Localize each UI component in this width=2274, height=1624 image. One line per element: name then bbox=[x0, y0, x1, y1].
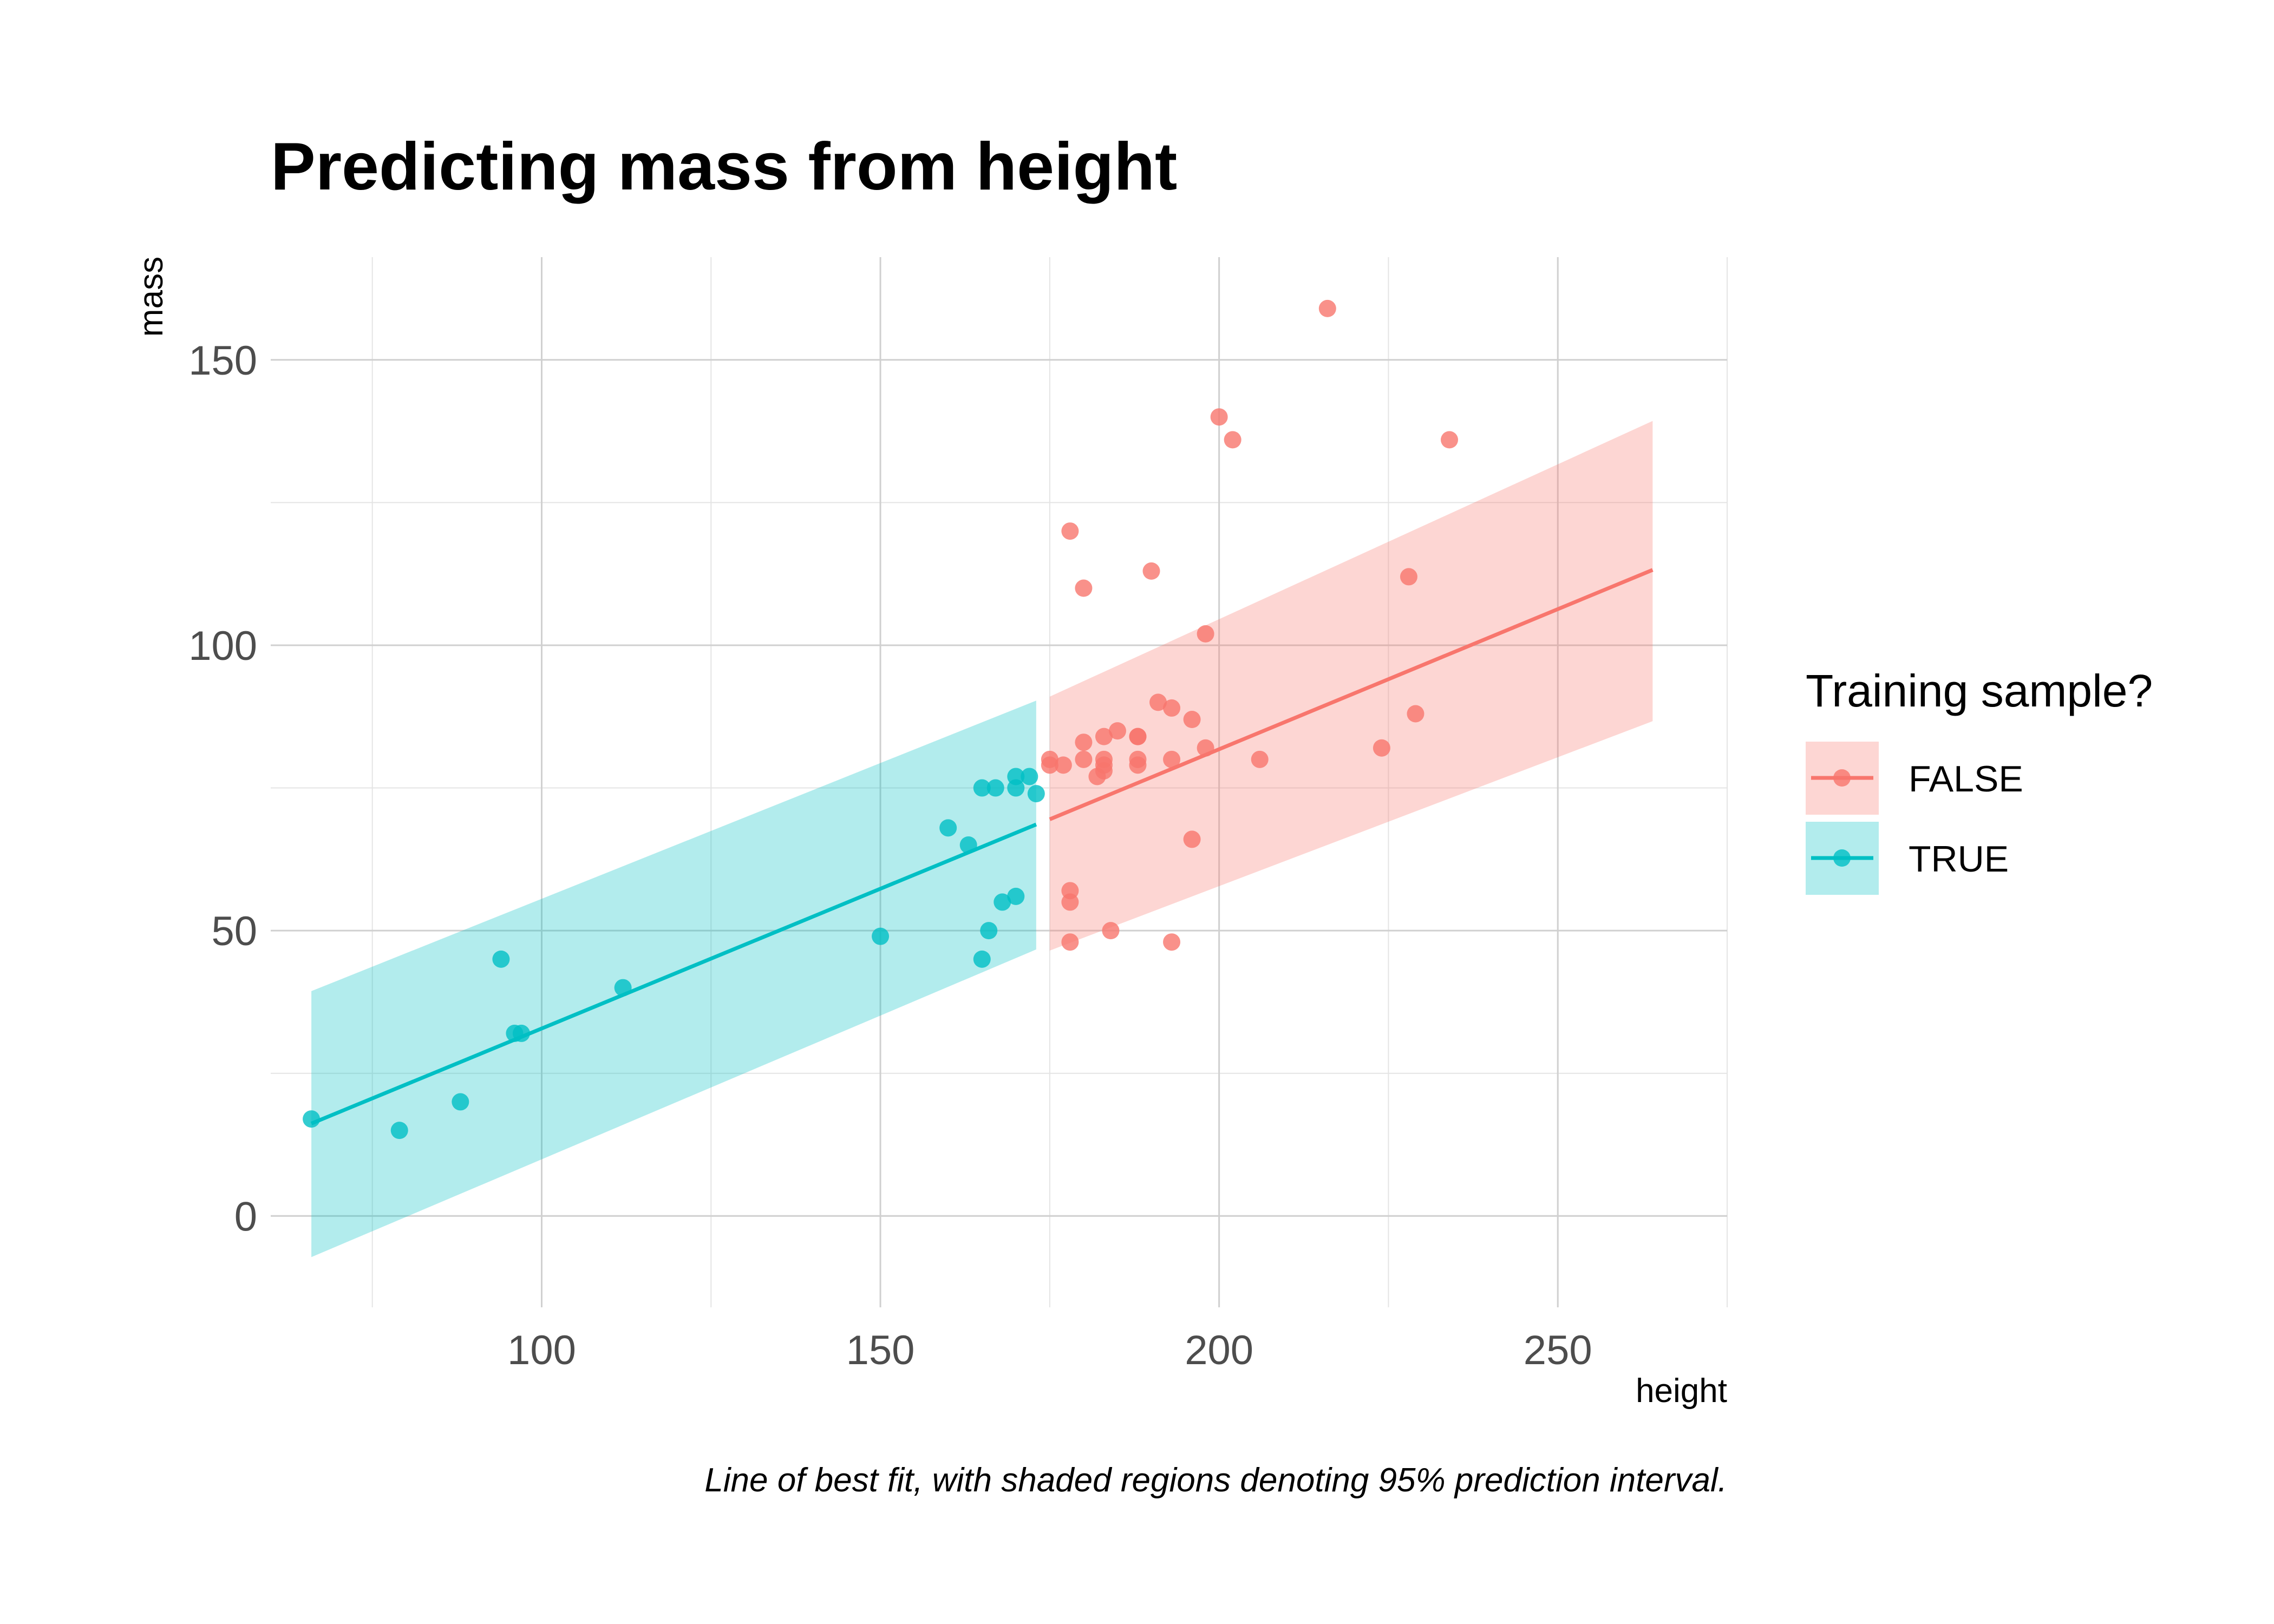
prediction-intervals bbox=[311, 421, 1653, 1258]
data-point-false bbox=[1183, 830, 1201, 848]
legend-key-point-true bbox=[1833, 849, 1851, 867]
data-point-false bbox=[1075, 750, 1093, 768]
data-point-false bbox=[1197, 625, 1214, 643]
data-point-true bbox=[980, 922, 998, 940]
data-point-false bbox=[1129, 728, 1147, 745]
chart-title: Predicting mass from height bbox=[271, 129, 1177, 204]
data-point-false bbox=[1163, 699, 1181, 717]
data-point-false bbox=[1061, 522, 1079, 540]
y-tick-label: 50 bbox=[211, 908, 257, 954]
data-point-true bbox=[492, 950, 510, 968]
data-point-false bbox=[1102, 922, 1120, 940]
x-axis-ticks: 100 150 200 250 bbox=[507, 1327, 1592, 1373]
data-point-false bbox=[1224, 431, 1241, 449]
y-tick-label: 100 bbox=[188, 623, 257, 669]
data-point-true bbox=[1027, 785, 1045, 803]
y-tick-label: 0 bbox=[234, 1194, 257, 1240]
data-point-false bbox=[1054, 756, 1072, 774]
data-point-false bbox=[1075, 579, 1093, 597]
data-point-true bbox=[994, 893, 1011, 911]
x-axis-label: height bbox=[1636, 1372, 1727, 1410]
y-tick-label: 150 bbox=[188, 338, 257, 384]
data-point-false bbox=[1210, 408, 1228, 426]
data-point-false bbox=[1197, 739, 1214, 757]
data-point-true bbox=[1021, 768, 1038, 785]
data-point-true bbox=[1007, 887, 1025, 905]
chart-caption: Line of best fit, with shaded regions de… bbox=[704, 1462, 1727, 1499]
data-point-false bbox=[1061, 933, 1079, 951]
prediction-interval-false bbox=[1049, 421, 1653, 951]
legend-key-point-false bbox=[1833, 769, 1851, 787]
y-axis-ticks: 0 50 100 150 bbox=[188, 338, 257, 1240]
data-point-true bbox=[973, 779, 991, 797]
data-point-false bbox=[1108, 722, 1126, 740]
data-point-true bbox=[512, 1024, 530, 1042]
data-point-true bbox=[1007, 779, 1025, 797]
legend: Training sample? FALSE TRUE bbox=[1806, 665, 2153, 895]
grid bbox=[271, 257, 1728, 1307]
x-tick-label: 150 bbox=[846, 1327, 915, 1373]
fit-line-false bbox=[1049, 568, 1654, 821]
data-point-true bbox=[986, 779, 1004, 797]
fit-lines bbox=[310, 568, 1654, 1125]
data-point-false bbox=[1373, 739, 1390, 757]
data-point-false bbox=[1041, 756, 1058, 774]
data-point-true bbox=[973, 950, 991, 968]
data-point-false bbox=[1163, 933, 1181, 951]
data-point-false bbox=[1407, 705, 1424, 723]
data-point-false bbox=[1129, 756, 1147, 774]
data-point-false bbox=[1149, 693, 1167, 711]
data-point-false bbox=[1075, 734, 1093, 751]
x-tick-label: 100 bbox=[507, 1327, 576, 1373]
data-point-false bbox=[1441, 431, 1459, 449]
data-point-false bbox=[1318, 299, 1336, 317]
x-tick-label: 250 bbox=[1524, 1327, 1592, 1373]
data-point-false bbox=[1183, 711, 1201, 729]
prediction-interval-true bbox=[311, 700, 1036, 1258]
data-point-false bbox=[1142, 562, 1160, 580]
data-point-true bbox=[939, 819, 957, 837]
data-point-false bbox=[1400, 568, 1417, 586]
data-point-true bbox=[452, 1093, 469, 1111]
data-point-false bbox=[1251, 750, 1269, 768]
data-points bbox=[303, 299, 1459, 1140]
data-point-false bbox=[1061, 893, 1079, 911]
x-tick-label: 200 bbox=[1185, 1327, 1253, 1373]
legend-label-true: TRUE bbox=[1909, 839, 2009, 880]
data-point-false bbox=[1163, 750, 1181, 768]
y-axis-label: mass bbox=[133, 257, 170, 337]
legend-label-false: FALSE bbox=[1909, 758, 2023, 800]
legend-title: Training sample? bbox=[1806, 665, 2153, 716]
data-point-true bbox=[959, 836, 977, 854]
data-point-true bbox=[390, 1122, 408, 1140]
data-point-true bbox=[872, 927, 890, 945]
data-point-false bbox=[1095, 728, 1113, 745]
data-point-true bbox=[614, 979, 632, 997]
data-point-false bbox=[1088, 768, 1106, 785]
fit-line-true bbox=[310, 822, 1037, 1125]
data-point-true bbox=[303, 1110, 321, 1128]
